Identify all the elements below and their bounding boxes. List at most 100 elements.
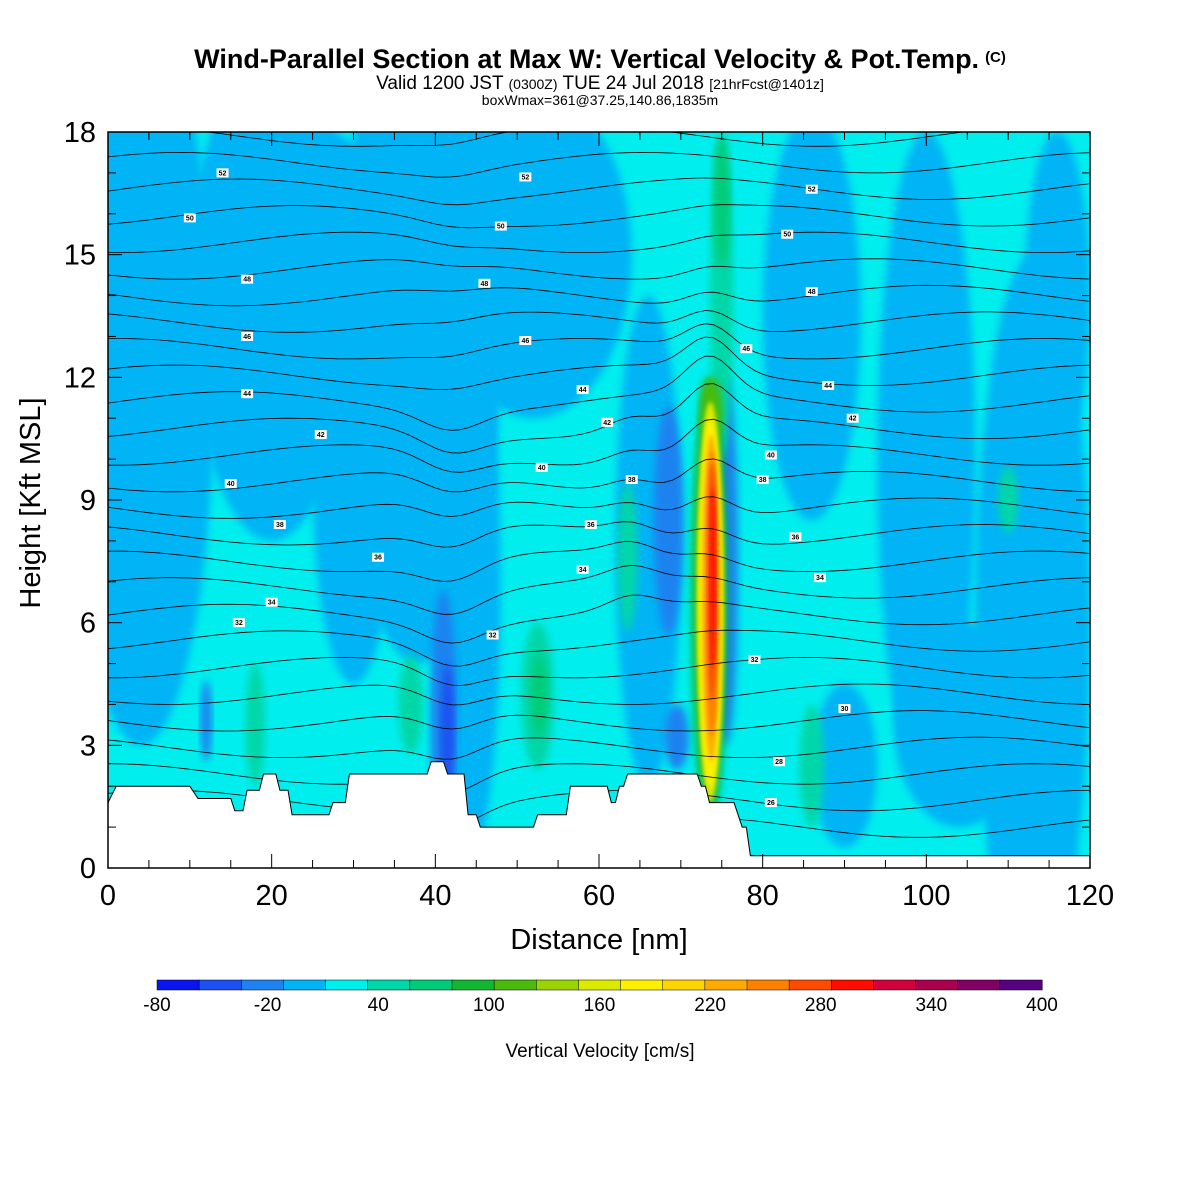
theta-label-text-26: 36 — [792, 534, 800, 541]
theta-contours — [108, 132, 1090, 857]
theta-contour-4 — [108, 710, 1090, 732]
velocity-region-20 — [245, 663, 266, 787]
theta-label-text-29: 34 — [816, 575, 824, 582]
theta-label-text-19: 40 — [538, 465, 546, 472]
colorbar-tick-labels: -80 -20 40 100 160 220 280 340 400 — [143, 995, 1058, 1016]
chart-title: Wind-Parallel Section at Max W: Vertical… — [0, 44, 1200, 75]
theta-label-text-16: 42 — [603, 420, 611, 427]
velocity-region-4 — [312, 275, 395, 684]
theta-label-text-12: 44 — [243, 391, 251, 398]
colorbar-swatch-11 — [620, 979, 664, 991]
velocity-region-9 — [893, 622, 1025, 828]
theta-label-bg-8 — [805, 286, 818, 296]
velocity-region-7 — [877, 132, 976, 787]
chart-subtitle: Valid 1200 JST (0300Z) TUE 24 Jul 2018 [… — [0, 73, 1200, 95]
theta-label-3: 50 — [183, 213, 196, 223]
theta-label-bg-24 — [372, 552, 385, 562]
x-tick-label-0: 0 — [100, 880, 116, 912]
theta-label-26: 36 — [789, 532, 802, 542]
y-tick-label-9: 9 — [80, 485, 96, 517]
theta-label-text-30: 32 — [235, 620, 243, 627]
colorbar-tick-label-5: 220 — [694, 995, 726, 1016]
theta-label-text-28: 34 — [579, 567, 587, 574]
y-tick-label-15: 15 — [64, 240, 96, 272]
theta-label-bg-0 — [216, 168, 229, 178]
velocity-region-21 — [398, 655, 424, 754]
x-tick-label-80: 80 — [747, 880, 779, 912]
theta-label-bg-18 — [224, 479, 237, 489]
theta-label-text-9: 46 — [243, 334, 251, 341]
subtitle-valid: Valid 1200 JST — [376, 73, 504, 94]
theta-label-bg-21 — [273, 520, 286, 530]
theta-label-text-27: 34 — [268, 600, 276, 607]
theta-contour-6 — [108, 656, 1090, 686]
theta-contour-7 — [108, 629, 1090, 667]
theta-label-bg-22 — [625, 475, 638, 485]
theta-label-bg-33 — [838, 704, 851, 714]
colorbar-tick-label-6: 280 — [805, 995, 837, 1016]
theta-contour-18 — [108, 323, 1090, 360]
colorbar-swatch-12 — [662, 979, 706, 991]
theta-label-bg-4 — [494, 221, 507, 231]
theta-label-bg-25 — [584, 520, 597, 530]
theta-label-bg-31 — [486, 630, 499, 640]
theta-contour-3 — [108, 736, 1090, 760]
colorbar-swatch-2 — [241, 979, 284, 991]
theta-label-6: 48 — [241, 274, 254, 284]
theta-label-text-15: 42 — [317, 432, 325, 439]
velocity-region-28 — [713, 136, 730, 267]
colorbar-swatch-15 — [788, 979, 832, 991]
theta-label-9: 46 — [241, 331, 254, 341]
terrain-mask — [108, 761, 1090, 868]
x-tick-label-40: 40 — [419, 880, 451, 912]
theta-label-text-31: 32 — [489, 632, 497, 639]
theta-label-bg-7 — [478, 278, 491, 288]
theta-label-25: 36 — [584, 520, 597, 530]
theta-label-bg-28 — [576, 565, 589, 575]
theta-contour-14 — [108, 418, 1090, 473]
theta-label-bg-13 — [576, 385, 589, 395]
theta-label-bg-10 — [519, 336, 532, 346]
theta-label-4: 50 — [494, 221, 507, 231]
colorbar-swatch-20 — [999, 979, 1043, 991]
velocity-region-25 — [799, 704, 825, 828]
theta-contour-12 — [108, 496, 1090, 519]
y-axis-label: Height [Kft MSL] — [15, 397, 47, 608]
subtitle-forecast: [21hrFcst@1401z] — [709, 76, 824, 92]
colorbar-swatch-9 — [536, 979, 579, 991]
x-axis-label: Distance [nm] — [510, 924, 687, 956]
velocity-region-16 — [653, 405, 684, 635]
y-tick-label-12: 12 — [64, 362, 96, 394]
theta-label-bg-20 — [764, 450, 777, 460]
theta-label-bg-23 — [756, 475, 769, 485]
theta-label-text-34: 28 — [775, 759, 783, 766]
theta-contour-16 — [108, 355, 1090, 431]
colorbar-swatch-19 — [957, 979, 1001, 991]
velocity-region-11 — [1024, 132, 1090, 460]
velocity-region-12 — [811, 684, 878, 848]
plot-area: 52 52 52 50 50 50 48 48 48 46 46 46 44 44 44 42 42 42 40 40… — [108, 132, 1090, 868]
theta-label-text-1: 52 — [521, 174, 529, 181]
theta-label-text-23: 38 — [759, 477, 767, 484]
axis-ticks — [107, 131, 1091, 869]
theta-label-2: 52 — [805, 184, 818, 194]
theta-label-14: 44 — [822, 381, 835, 391]
theta-label-bg-30 — [232, 618, 245, 628]
theta-label-32: 32 — [748, 654, 761, 664]
theta-label-bg-11 — [740, 344, 753, 354]
theta-label-bg-5 — [781, 229, 794, 239]
theta-label-text-35: 26 — [767, 800, 775, 807]
theta-label-31: 32 — [486, 630, 499, 640]
x-tick-label-120: 120 — [1066, 880, 1114, 912]
theta-label-bg-2 — [805, 184, 818, 194]
theta-label-10: 46 — [519, 336, 532, 346]
theta-label-text-20: 40 — [767, 453, 775, 460]
theta-label-18: 40 — [224, 479, 237, 489]
x-tick-label-60: 60 — [583, 880, 615, 912]
theta-label-text-11: 46 — [742, 346, 750, 353]
velocity-region-6 — [762, 132, 861, 521]
theta-label-0: 52 — [216, 168, 229, 178]
theta-label-text-24: 36 — [374, 555, 382, 562]
theta-contour-5 — [108, 683, 1090, 706]
